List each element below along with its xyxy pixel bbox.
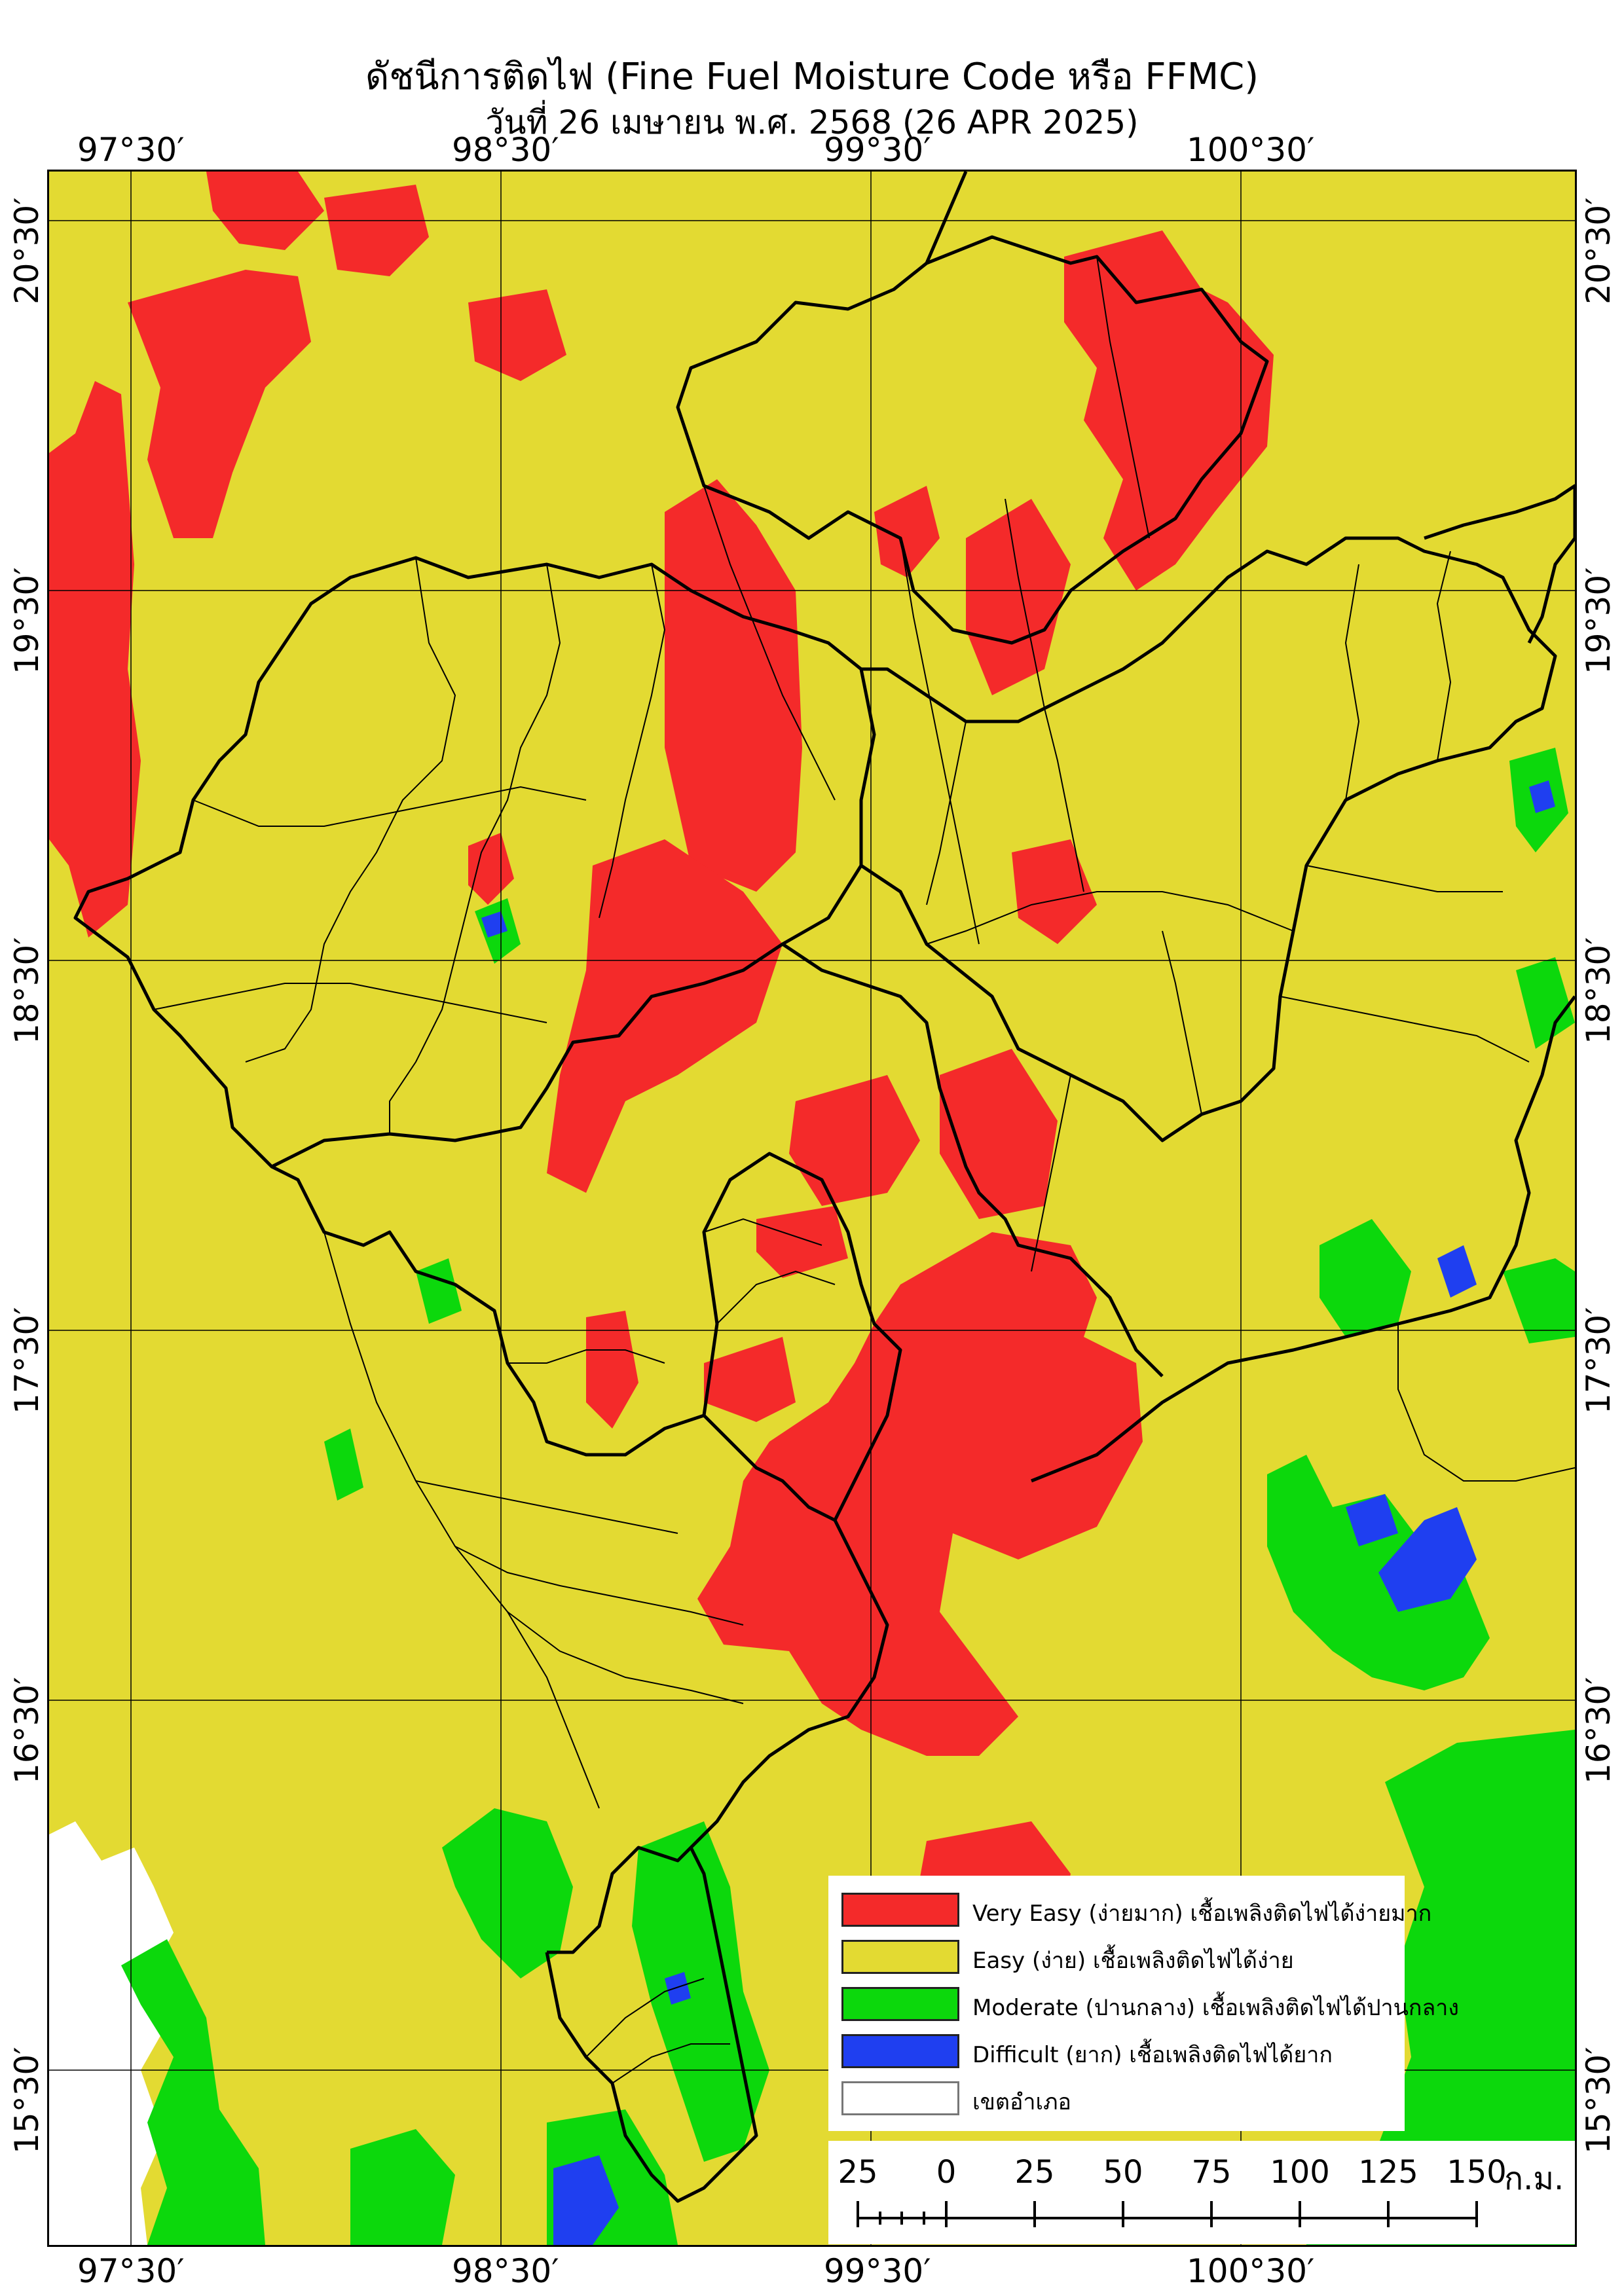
scale-tick-label-5: 100 bbox=[1270, 2154, 1330, 2191]
red-zone-south-west bbox=[586, 1311, 638, 1429]
blue-zone-east-2 bbox=[1378, 1507, 1477, 1612]
legend-swatch-district bbox=[841, 2081, 959, 2115]
green-zone-east-edge-2 bbox=[1516, 957, 1575, 1049]
red-zone-central-south-3 bbox=[756, 1206, 848, 1278]
very-easy-zones bbox=[49, 172, 1274, 1992]
lat-label-right-19-30: 19°30′ bbox=[1579, 567, 1617, 674]
red-zone-central-2 bbox=[468, 833, 514, 905]
lat-label-left-18-30: 18°30′ bbox=[8, 937, 46, 1044]
scale-tick-label-0: 25 bbox=[838, 2154, 878, 2191]
lon-label-top-97-30: 97°30′ bbox=[77, 131, 185, 169]
red-zone-north-3 bbox=[468, 289, 566, 381]
lon-label-top-100-30: 100°30′ bbox=[1187, 131, 1315, 169]
red-zone-north-2 bbox=[324, 185, 429, 276]
lat-label-left-20-30: 20°30′ bbox=[8, 197, 46, 304]
lat-label-left-16-30: 16°30′ bbox=[8, 1677, 46, 1784]
lat-label-right-18-30: 18°30′ bbox=[1579, 937, 1617, 1044]
scale-unit: ก.ม. bbox=[1504, 2160, 1564, 2197]
green-zone-south-central bbox=[632, 1821, 769, 2162]
legend: Very Easy (ง่ายมาก) เชื้อเพลิงติดไฟได้ง่… bbox=[828, 1876, 1459, 2131]
legend-label-easy: Easy (ง่าย) เชื้อเพลิงติดไฟได้ง่าย bbox=[972, 1948, 1294, 1974]
lat-label-right-17-30: 17°30′ bbox=[1579, 1307, 1617, 1414]
red-zone-northeast-2 bbox=[966, 499, 1071, 695]
blue-zone-south-1 bbox=[553, 2155, 619, 2245]
province-boundaries bbox=[73, 172, 1575, 2203]
ffmc-map[interactable] bbox=[47, 170, 1577, 2247]
legend-label-difficult: Difficult (ยาก) เชื้อเพลิงติดไฟได้ยาก bbox=[972, 2042, 1333, 2068]
green-zone-east-south-2 bbox=[1503, 1258, 1575, 1343]
legend-label-moderate: Moderate (ปานกลาง) เชื้อเพลิงติดไฟได้ปาน… bbox=[972, 1995, 1460, 2021]
legend-swatch-difficult bbox=[841, 2034, 959, 2068]
legend-swatch-moderate bbox=[841, 1987, 959, 2021]
green-zone-east-large bbox=[1306, 1730, 1575, 2245]
lat-label-right-20-30: 20°30′ bbox=[1579, 197, 1617, 304]
red-zone-central-north bbox=[665, 479, 802, 892]
green-zone-south-bottom-1 bbox=[350, 2129, 455, 2245]
red-zone-west-strip bbox=[49, 381, 141, 938]
map-title: ดัชนีการติดไฟ (Fine Fuel Moisture Code ห… bbox=[365, 56, 1259, 98]
legend-swatch-very-easy bbox=[841, 1893, 959, 1927]
legend-label-very-easy: Very Easy (ง่ายมาก) เชื้อเพลิงติดไฟได้ง่… bbox=[972, 1901, 1432, 1927]
blue-zone-south-2 bbox=[665, 1972, 691, 2005]
blue-zone-east-1 bbox=[1346, 1494, 1398, 1546]
difficult-zones bbox=[481, 780, 1555, 2245]
scale-tick-label-6: 125 bbox=[1358, 2154, 1418, 2191]
scale-bar-graphic bbox=[857, 2201, 1478, 2227]
green-zone-southwest bbox=[121, 1939, 265, 2245]
red-zone-central-south-2 bbox=[940, 1049, 1058, 1219]
blue-zone-east-edge bbox=[1529, 780, 1555, 813]
scale-bar: 25 0 25 50 75 100 125 150 ก.ม. bbox=[828, 2141, 1575, 2244]
district-boundaries bbox=[153, 256, 1575, 2084]
lon-label-bottom-98-30: 98°30′ bbox=[452, 2252, 559, 2290]
lat-label-left-15-30: 15°30′ bbox=[8, 2047, 46, 2154]
lat-label-right-16-30: 16°30′ bbox=[1579, 1677, 1617, 1784]
lon-label-top-99-30: 99°30′ bbox=[824, 131, 931, 169]
legend-swatch-easy bbox=[841, 1940, 959, 1974]
red-zone-north-top bbox=[206, 172, 324, 250]
red-zone-northeast-top bbox=[1064, 230, 1274, 591]
red-zone-south-mid bbox=[704, 1337, 796, 1422]
red-zone-north-central bbox=[874, 486, 940, 577]
red-zone-south-large bbox=[697, 1232, 1143, 1756]
green-zone-south-central-west bbox=[442, 1808, 573, 1978]
lon-label-top-98-30: 98°30′ bbox=[452, 131, 559, 169]
scale-tick-label-4: 75 bbox=[1191, 2154, 1232, 2191]
lon-label-bottom-100-30: 100°30′ bbox=[1187, 2252, 1315, 2290]
legend-label-district: เขตอำเภอ bbox=[972, 2089, 1071, 2115]
scale-tick-label-2: 25 bbox=[1014, 2154, 1055, 2191]
lat-label-left-17-30: 17°30′ bbox=[8, 1307, 46, 1414]
red-zone-northwest bbox=[128, 270, 311, 538]
sea-area bbox=[49, 1821, 174, 2245]
red-zone-central bbox=[547, 839, 783, 1193]
red-zone-central-south-1 bbox=[789, 1075, 920, 1206]
red-zone-east-central bbox=[1012, 839, 1097, 944]
green-zone-west-2 bbox=[324, 1429, 363, 1501]
blue-zone-east-3 bbox=[1437, 1245, 1477, 1298]
scale-tick-label-7: 150 bbox=[1447, 2154, 1507, 2191]
map-subtitle: วันที่ 26 เมษายน พ.ศ. 2568 (26 APR 2025) bbox=[485, 103, 1139, 141]
scale-tick-label-3: 50 bbox=[1103, 2154, 1143, 2191]
green-zone-west-1 bbox=[416, 1258, 462, 1324]
green-zone-east-south-1 bbox=[1320, 1219, 1411, 1337]
lat-label-right-15-30: 15°30′ bbox=[1579, 2047, 1617, 2154]
scale-tick-label-1: 0 bbox=[936, 2154, 957, 2191]
lat-label-left-19-30: 19°30′ bbox=[8, 567, 46, 674]
lon-label-bottom-99-30: 99°30′ bbox=[824, 2252, 931, 2290]
lon-label-bottom-97-30: 97°30′ bbox=[77, 2252, 185, 2290]
